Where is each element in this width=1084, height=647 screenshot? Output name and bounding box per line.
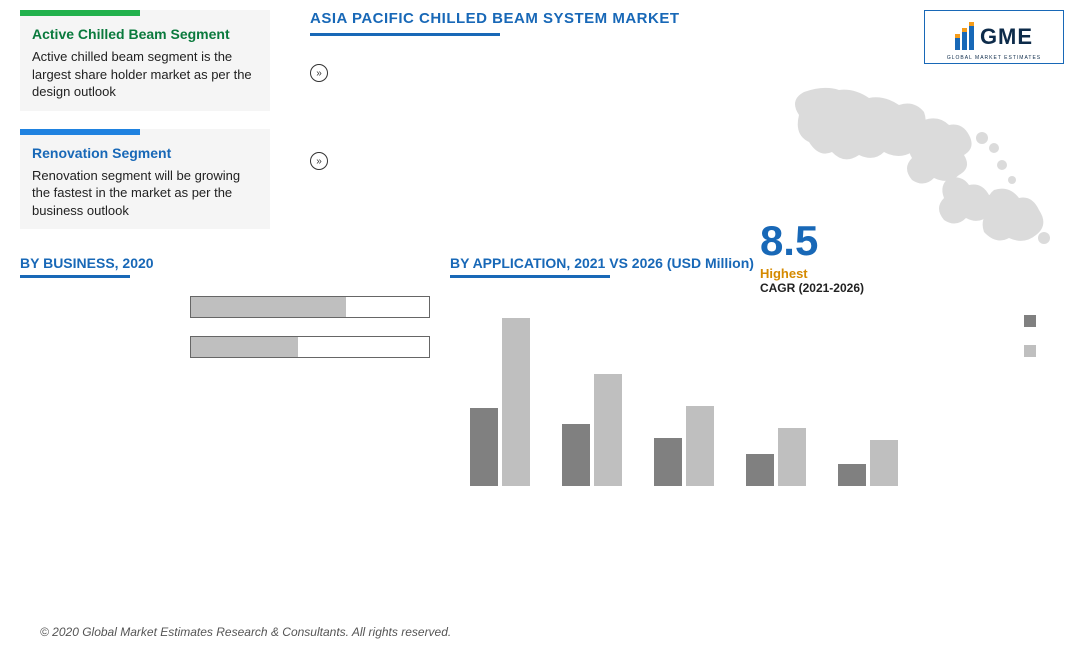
application-chart: BY APPLICATION, 2021 VS 2026 (USD Millio… [450,255,1064,486]
application-bars [450,296,1064,486]
card-body-2: Renovation segment will be growing the f… [32,167,258,220]
vbar [654,438,682,486]
bullet-1: » [310,64,744,82]
top-row: Active Chilled Beam Segment Active chill… [0,0,1084,247]
card-title-2: Renovation Segment [32,145,258,161]
middle-column: ASIA PACIFIC CHILLED BEAM SYSTEM MARKET … [270,10,744,247]
section-underline [450,275,610,278]
right-column: GME GLOBAL MARKET ESTIMATES 8.5 Highest … [744,10,1064,247]
bar-group [470,318,530,486]
card-body-1: Active chilled beam segment is the large… [32,48,258,101]
title-underline [310,33,500,36]
vbar [470,408,498,486]
chevron-right-icon: » [310,64,328,82]
left-column: Active Chilled Beam Segment Active chill… [20,10,270,247]
vbar [686,406,714,486]
card-accent-1 [20,10,140,16]
business-title: BY BUSINESS, 2020 [20,255,430,271]
vbar [746,454,774,486]
hbar-track [190,336,430,358]
bar-group [654,406,714,486]
hbar-fill [191,297,346,317]
copyright: © 2020 Global Market Estimates Research … [40,625,451,639]
bar-group [746,428,806,486]
legend-item-2026 [1024,345,1044,357]
vbar [870,440,898,486]
hbar-fill [191,337,298,357]
logo-subtext: GLOBAL MARKET ESTIMATES [930,55,1058,61]
gme-logo: GME GLOBAL MARKET ESTIMATES [924,10,1064,64]
logo-bars-icon [955,24,974,50]
bar-group [838,440,898,486]
card-renovation: Renovation Segment Renovation segment wi… [20,129,270,230]
hbar-row [20,336,430,358]
vbar [838,464,866,486]
bottom-row: BY BUSINESS, 2020 BY APPLICATION, 2021 V… [0,255,1084,486]
vbar [562,424,590,486]
legend-swatch-icon [1024,345,1036,357]
legend-item-2021 [1024,315,1044,327]
card-title-1: Active Chilled Beam Segment [32,26,258,42]
business-chart: BY BUSINESS, 2020 [20,255,450,486]
section-underline [20,275,130,278]
vbar [502,318,530,486]
chevron-right-icon: » [310,152,328,170]
hbar-track [190,296,430,318]
bar-group [562,374,622,486]
application-legend [1024,315,1044,375]
card-active-chilled-beam: Active Chilled Beam Segment Active chill… [20,10,270,111]
bullet-2: » [310,152,744,170]
vbar [594,374,622,486]
hbar-row [20,296,430,318]
business-bars [20,296,430,358]
page-title: ASIA PACIFIC CHILLED BEAM SYSTEM MARKET [310,10,744,27]
logo-text: GME [980,24,1033,50]
legend-swatch-icon [1024,315,1036,327]
application-title: BY APPLICATION, 2021 VS 2026 (USD Millio… [450,255,1064,271]
card-accent-2 [20,129,140,135]
vbar [778,428,806,486]
